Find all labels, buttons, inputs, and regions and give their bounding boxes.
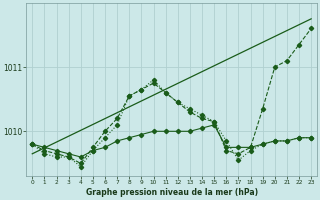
X-axis label: Graphe pression niveau de la mer (hPa): Graphe pression niveau de la mer (hPa) xyxy=(86,188,258,197)
